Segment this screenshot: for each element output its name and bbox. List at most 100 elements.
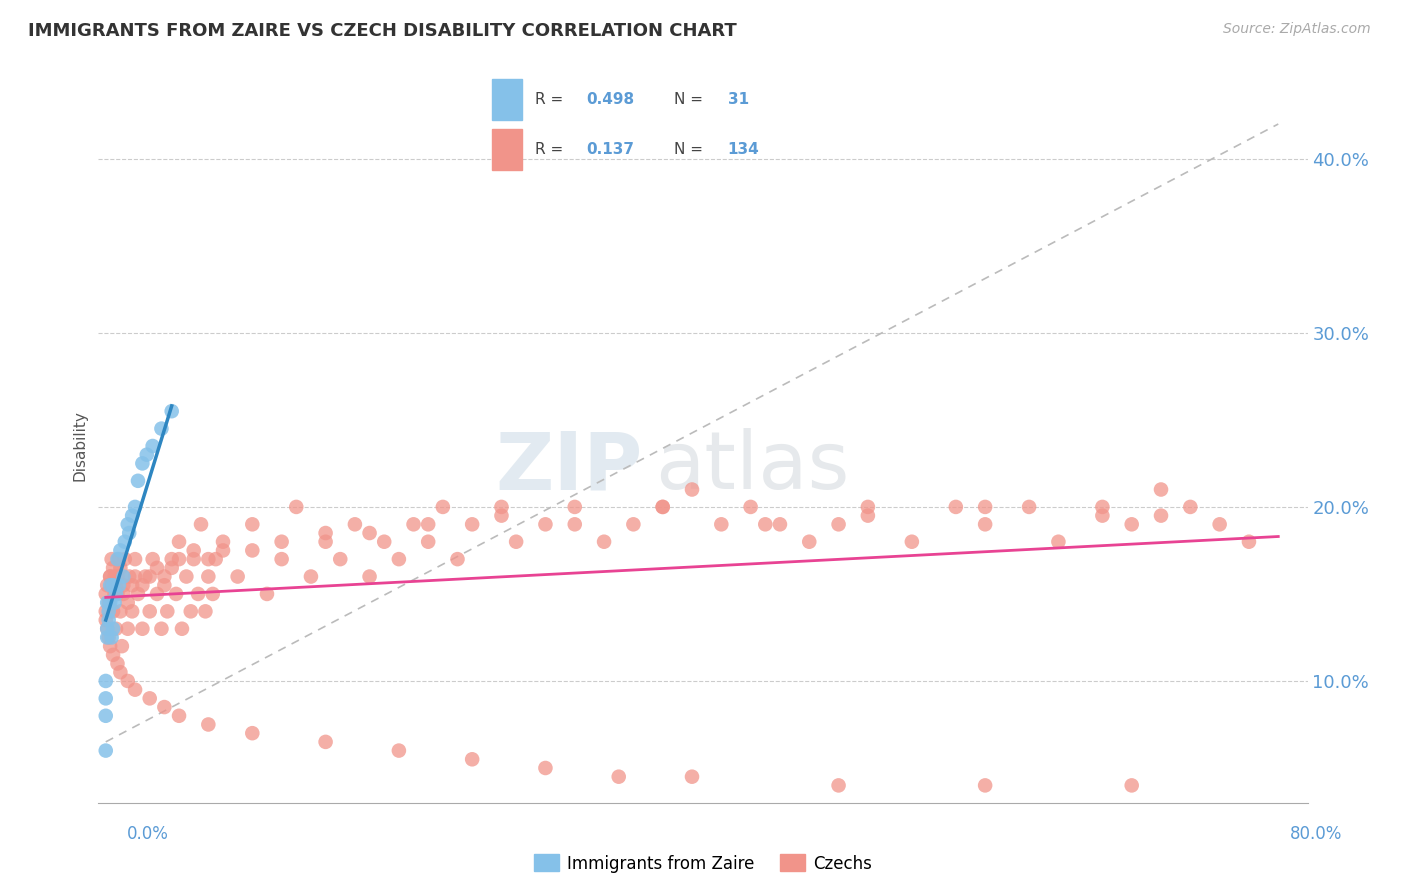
Point [197, 552, 219, 566]
Point [343, 517, 366, 532]
Bar [492, 129, 522, 169]
Point [153, 700, 176, 714]
Point [111, 639, 134, 653]
Point [103, 596, 125, 610]
Point [96, 622, 118, 636]
Point [769, 517, 792, 532]
Point [146, 587, 169, 601]
Point [167, 552, 190, 566]
Point [212, 534, 235, 549]
Point [97, 631, 120, 645]
Point [98, 639, 121, 653]
Point [491, 508, 513, 523]
Point [418, 534, 440, 549]
Point [1150, 483, 1173, 497]
Point [974, 517, 997, 532]
Point [100, 578, 122, 592]
Text: IMMIGRANTS FROM ZAIRE VS CZECH DISABILITY CORRELATION CHART: IMMIGRANTS FROM ZAIRE VS CZECH DISABILIT… [28, 22, 737, 40]
Point [117, 517, 139, 532]
Point [418, 517, 440, 532]
Point [94, 673, 117, 688]
Point [142, 552, 165, 566]
Point [388, 743, 411, 757]
Legend: Immigrants from Zaire, Czechs: Immigrants from Zaire, Czechs [527, 847, 879, 880]
Point [270, 534, 292, 549]
Point [1180, 500, 1202, 514]
Point [124, 500, 146, 514]
Point [432, 500, 454, 514]
Point [101, 604, 124, 618]
Point [100, 552, 122, 566]
Point [710, 517, 733, 532]
Point [1018, 500, 1040, 514]
Point [112, 587, 135, 601]
Point [150, 622, 173, 636]
Point [285, 500, 308, 514]
Point [856, 500, 879, 514]
Text: 0.498: 0.498 [586, 92, 634, 107]
Point [121, 578, 143, 592]
Point [131, 622, 153, 636]
Point [101, 578, 124, 592]
Point [621, 517, 644, 532]
Point [150, 421, 173, 435]
Text: R =: R = [536, 142, 564, 157]
Point [359, 569, 381, 583]
Text: atlas: atlas [655, 428, 849, 507]
Point [94, 691, 117, 706]
Point [138, 569, 160, 583]
Point [681, 483, 703, 497]
Point [160, 561, 183, 575]
Point [156, 604, 179, 618]
Point [134, 569, 156, 583]
Point [315, 735, 337, 749]
Point [94, 587, 117, 601]
Point [103, 569, 125, 583]
Point [901, 534, 924, 549]
Point [799, 534, 821, 549]
Point [107, 587, 129, 601]
Point [160, 552, 183, 566]
Point [97, 596, 120, 610]
Point [100, 631, 122, 645]
Point [974, 778, 997, 792]
Point [564, 500, 586, 514]
Point [1091, 500, 1114, 514]
Point [146, 561, 169, 575]
Point [945, 500, 967, 514]
Point [270, 552, 292, 566]
Point [112, 578, 135, 592]
Point [135, 448, 157, 462]
Point [114, 534, 136, 549]
Text: ZIP: ZIP [495, 428, 643, 507]
Point [124, 552, 146, 566]
Point [256, 587, 278, 601]
Point [98, 569, 121, 583]
Point [315, 526, 337, 541]
Point [564, 517, 586, 532]
Point [240, 543, 263, 558]
Text: R =: R = [536, 92, 564, 107]
Point [110, 604, 132, 618]
Point [183, 552, 205, 566]
Point [1091, 508, 1114, 523]
Point [1121, 517, 1143, 532]
Point [110, 665, 132, 680]
Point [165, 587, 187, 601]
Text: 0.0%: 0.0% [127, 825, 169, 843]
Point [240, 726, 263, 740]
Point [373, 534, 395, 549]
Point [740, 500, 762, 514]
Point [446, 552, 468, 566]
Point [153, 569, 176, 583]
Point [101, 648, 124, 662]
Point [101, 622, 124, 636]
Point [183, 543, 205, 558]
Point [201, 587, 224, 601]
Point [98, 578, 121, 592]
Point [299, 569, 322, 583]
Point [388, 552, 411, 566]
Point [94, 604, 117, 618]
Text: N =: N = [673, 92, 703, 107]
Point [118, 569, 141, 583]
